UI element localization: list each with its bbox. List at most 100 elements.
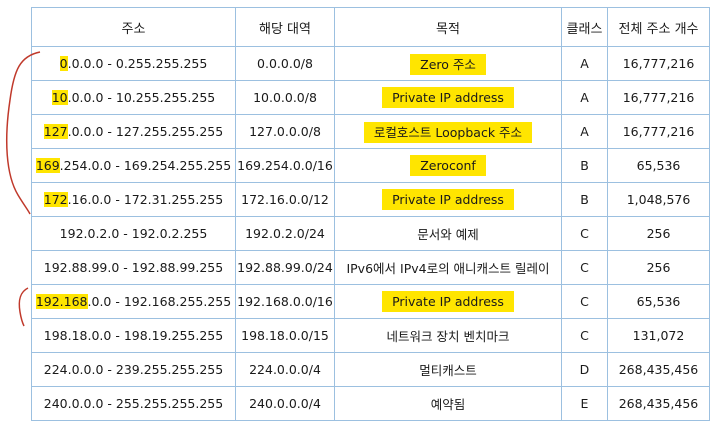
cell-count: 16,777,216	[607, 80, 710, 115]
cell-purpose: Zeroconf	[334, 148, 562, 183]
cell-purpose: 문서와 예제	[334, 216, 562, 251]
purpose-highlight: Private IP address	[382, 87, 514, 108]
cell-address: 224.0.0.0 - 239.255.255.255	[31, 352, 236, 387]
cell-address: 198.18.0.0 - 198.19.255.255	[31, 318, 236, 353]
cell-class: E	[561, 386, 608, 421]
cell-count: 256	[607, 250, 710, 285]
cell-class: D	[561, 352, 608, 387]
cell-address: 10.0.0.0 - 10.255.255.255	[31, 80, 236, 115]
table-row: 10.0.0.0 - 10.255.255.255 10.0.0.0/8 Priva…	[31, 80, 710, 115]
address-prefix-highlight: 10	[51, 90, 68, 105]
table-row: 172.16.0.0 - 172.31.255.255 172.16.0.0/12…	[31, 182, 710, 217]
cell-block: 192.88.99.0/24	[235, 250, 335, 285]
cell-class: B	[561, 148, 608, 183]
cell-class: C	[561, 318, 608, 353]
table-row: 192.0.2.0 - 192.0.2.255 192.0.2.0/24 문서와 예…	[31, 216, 710, 251]
cell-block: 224.0.0.0/4	[235, 352, 335, 387]
header-purpose: 목적	[334, 7, 562, 47]
cell-count: 16,777,216	[607, 46, 710, 81]
cell-purpose: Private IP address	[334, 182, 562, 217]
table-body: 0.0.0.0 - 0.255.255.255 0.0.0.0/8 Zero 주소 A…	[31, 46, 710, 421]
cell-block: 172.16.0.0/12	[235, 182, 335, 217]
cell-address: 127.0.0.0 - 127.255.255.255	[31, 114, 236, 149]
cell-block: 240.0.0.0/4	[235, 386, 335, 421]
red-bracket-small	[18, 287, 29, 327]
cell-class: C	[561, 284, 608, 319]
address-range-text: 198.18.0.0 - 198.19.255.255	[43, 328, 224, 343]
address-range-text: 240.0.0.0 - 255.255.255.255	[43, 396, 224, 411]
cell-purpose: 멀티캐스트	[334, 352, 562, 387]
cell-class: B	[561, 182, 608, 217]
cell-count: 268,435,456	[607, 386, 710, 421]
header-count: 전체 주소 개수	[607, 7, 710, 47]
cell-purpose: Private IP address	[334, 284, 562, 319]
table-row: 192.168.0.0 - 192.168.255.255 192.168.0.0…	[31, 284, 710, 319]
cell-address: 192.88.99.0 - 192.88.99.255	[31, 250, 236, 285]
cell-block: 127.0.0.0/8	[235, 114, 335, 149]
cell-block: 198.18.0.0/15	[235, 318, 335, 353]
cell-count: 16,777,216	[607, 114, 710, 149]
purpose-text: 네트워크 장치 벤치마크	[386, 329, 510, 344]
cell-address: 0.0.0.0 - 0.255.255.255	[31, 46, 236, 81]
header-class: 클래스	[561, 7, 608, 47]
table-row: 0.0.0.0 - 0.255.255.255 0.0.0.0/8 Zero 주소 A…	[31, 46, 710, 81]
cell-count: 131,072	[607, 318, 710, 353]
cell-purpose: IPv6에서 IPv4로의 애니캐스트 릴레이	[334, 250, 562, 285]
cell-address: 240.0.0.0 - 255.255.255.255	[31, 386, 236, 421]
cell-block: 192.168.0.0/16	[235, 284, 335, 319]
cell-class: A	[561, 114, 608, 149]
address-range-text: .0.0.0 - 0.255.255.255	[67, 56, 208, 71]
table-header-row: 주소 해당 대역 목적 클래스 전체 주소 개수	[31, 7, 710, 47]
purpose-text: 문서와 예제	[417, 227, 479, 242]
cell-count: 1,048,576	[607, 182, 710, 217]
purpose-highlight: Private IP address	[382, 291, 514, 312]
address-range-text: .0.0.0 - 10.255.255.255	[67, 90, 216, 105]
address-prefix-highlight: 192.168	[35, 294, 88, 309]
cell-block: 0.0.0.0/8	[235, 46, 335, 81]
purpose-highlight: 로컬호스트 Loopback 주소	[363, 122, 533, 143]
cell-purpose: Private IP address	[334, 80, 562, 115]
cell-block: 10.0.0.0/8	[235, 80, 335, 115]
cell-block: 192.0.2.0/24	[235, 216, 335, 251]
address-prefix-highlight: 169	[35, 158, 60, 173]
header-address: 주소	[31, 7, 236, 47]
cell-purpose: Zero 주소	[334, 46, 562, 81]
table-row: 169.254.0.0 - 169.254.255.255 169.254.0.0…	[31, 148, 710, 183]
cell-address: 172.16.0.0 - 172.31.255.255	[31, 182, 236, 217]
purpose-highlight: Private IP address	[382, 189, 514, 210]
address-range-text: 192.88.99.0 - 192.88.99.255	[43, 260, 224, 275]
cell-address: 169.254.0.0 - 169.254.255.255	[31, 148, 236, 183]
address-range-text: .16.0.0 - 172.31.255.255	[67, 192, 224, 207]
cell-address: 192.0.2.0 - 192.0.2.255	[31, 216, 236, 251]
cell-address: 192.168.0.0 - 192.168.255.255	[31, 284, 236, 319]
address-range-text: .254.0.0 - 169.254.255.255	[59, 158, 232, 173]
purpose-text: 예약됨	[430, 397, 466, 412]
table-row: 198.18.0.0 - 198.19.255.255 198.18.0.0/15…	[31, 318, 710, 353]
address-prefix-highlight: 0	[59, 56, 68, 71]
cell-block: 169.254.0.0/16	[235, 148, 335, 183]
purpose-highlight: Zero 주소	[410, 54, 486, 75]
cell-count: 268,435,456	[607, 352, 710, 387]
cell-class: C	[561, 250, 608, 285]
cell-count: 256	[607, 216, 710, 251]
ip-address-table: 주소 해당 대역 목적 클래스 전체 주소 개수 0.0.0.0 - 0.255…	[31, 7, 710, 421]
cell-count: 65,536	[607, 148, 710, 183]
cell-count: 65,536	[607, 284, 710, 319]
table-row: 240.0.0.0 - 255.255.255.255 240.0.0.0/4 예약…	[31, 386, 710, 421]
header-block: 해당 대역	[235, 7, 335, 47]
address-range-text: 192.0.2.0 - 192.0.2.255	[59, 226, 208, 241]
address-range-text: .0.0.0 - 127.255.255.255	[67, 124, 224, 139]
cell-purpose: 예약됨	[334, 386, 562, 421]
purpose-highlight: Zeroconf	[410, 155, 486, 176]
address-prefix-highlight: 127	[43, 124, 68, 139]
purpose-text: IPv6에서 IPv4로의 애니캐스트 릴레이	[346, 261, 550, 276]
address-range-text: .0.0 - 192.168.255.255	[87, 294, 232, 309]
address-prefix-highlight: 172	[43, 192, 68, 207]
purpose-text: 멀티캐스트	[419, 363, 477, 378]
cell-class: A	[561, 46, 608, 81]
cell-purpose: 로컬호스트 Loopback 주소	[334, 114, 562, 149]
cell-class: C	[561, 216, 608, 251]
table-row: 192.88.99.0 - 192.88.99.255 192.88.99.0/2…	[31, 250, 710, 285]
table-row: 127.0.0.0 - 127.255.255.255 127.0.0.0/8 로컬…	[31, 114, 710, 149]
table-row: 224.0.0.0 - 239.255.255.255 224.0.0.0/4 멀티…	[31, 352, 710, 387]
